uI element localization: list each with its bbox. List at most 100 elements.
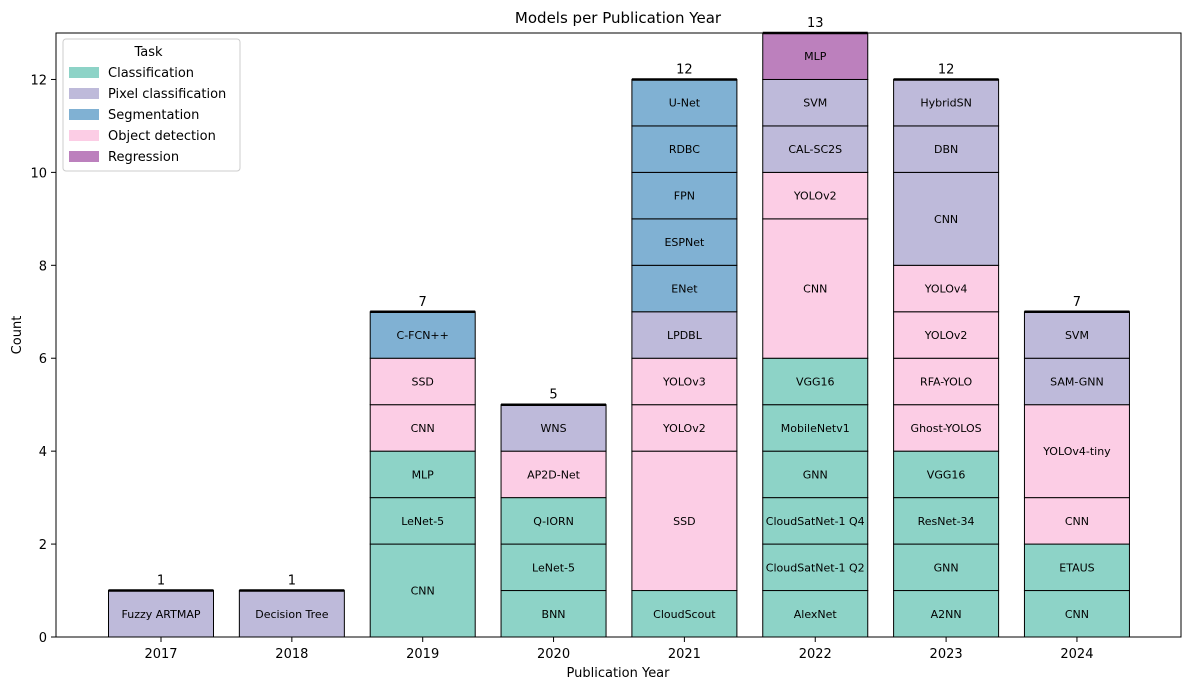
bar-segment-2024-yolov4-tiny (1023, 404, 1130, 499)
bar-segment-2023-yolov2 (893, 311, 1000, 359)
bar-segment-2021-yolov2 (631, 404, 738, 452)
bar-segment-2023-ghost-yolos (893, 404, 1000, 452)
bar-segment-2020-q-iorn (500, 497, 607, 545)
y-tick-label: 6 (39, 352, 47, 367)
bar-segment-2019-ssd (369, 357, 476, 406)
bar-segment-label: SVM (1065, 329, 1089, 342)
bar-segment-label: SVM (803, 97, 827, 110)
bar-segment-2022-alexnet (762, 590, 869, 638)
bar-segment-label: MLP (804, 50, 827, 63)
bar-segment-label: YOLOv4-tiny (1042, 445, 1111, 458)
bar-segment-2024-etaus (1023, 543, 1130, 592)
bar-segment-label: YOLOv4 (924, 283, 968, 296)
bar-segment-label: CNN (803, 283, 827, 296)
bar-total-label: 7 (419, 295, 427, 310)
bar-segment-label: BNN (542, 608, 566, 621)
x-tick-label: 2018 (275, 647, 308, 662)
legend-entry-regression: Regression (108, 150, 179, 165)
bar-segment-2022-svm (762, 78, 869, 127)
chart-title: Models per Publication Year (515, 9, 722, 27)
x-tick-label: 2017 (144, 647, 177, 662)
bar-segment-label: ESPNet (664, 236, 705, 249)
bar-segment-label: Q-IORN (533, 515, 574, 528)
bar-segment-2020-lenet-5 (500, 543, 607, 592)
bar-segment-label: FPN (674, 190, 695, 203)
bar-segment-label: SAM-GNN (1050, 375, 1104, 388)
y-axis-label: Count (10, 316, 25, 355)
bar-segment-label: ETAUS (1059, 561, 1094, 574)
bar-total-label: 13 (807, 16, 824, 31)
bar-segment-2023-a2nn (893, 590, 1000, 638)
x-tick-label: 2024 (1060, 647, 1093, 662)
bar-segment-2020-wns (500, 404, 607, 452)
legend: Task Classification Pixel classification Se… (62, 38, 241, 172)
bar-segment-2022-vgg16 (762, 357, 869, 406)
bar-segment-label: SSD (411, 375, 433, 388)
bar-segment-label: A2NN (931, 608, 962, 621)
y-tick-label: 8 (39, 259, 47, 274)
x-axis-label: Publication Year (567, 666, 671, 681)
bar-segment-2023-rfa-yolo (893, 357, 1000, 406)
bar-segment-2022-yolov2 (762, 171, 869, 220)
bar-segment-2022-cloudsatnet-1-q4 (762, 497, 869, 545)
legend-swatch-pixel-classification (69, 88, 99, 99)
legend-entry-pixel-classification: Pixel classification (108, 87, 226, 102)
bar-segment-label: CNN (934, 213, 958, 226)
bar-segment-label: CNN (411, 585, 435, 598)
bar-segment-2020-ap2d-net (500, 450, 607, 499)
legend-swatch-object-detection (69, 130, 99, 141)
bar-segment-2023-yolov4 (893, 264, 1000, 313)
bar-segment-label: Ghost-YOLOS (911, 422, 982, 435)
legend-swatch-regression (69, 151, 99, 162)
bar-segment-2023-hybridsn (893, 78, 1000, 127)
bar-segment-label: LPDBL (667, 329, 703, 342)
bar-total-label: 12 (938, 62, 955, 77)
bar-segment-label: CAL-SC2S (788, 143, 842, 156)
bar-segment-label: MLP (412, 468, 435, 481)
bar-segment-label: CloudScout (653, 608, 716, 621)
x-tick-label: 2022 (799, 647, 832, 662)
bar-segment-2023-vgg16 (893, 450, 1000, 499)
bar-segment-label: VGG16 (927, 468, 966, 481)
x-tick-label: 2019 (406, 647, 439, 662)
legend-entry-segmentation: Segmentation (108, 108, 199, 123)
y-tick-label: 12 (30, 73, 47, 88)
bar-segment-label: LeNet-5 (401, 515, 444, 528)
legend-swatch-classification (69, 67, 99, 78)
bar-segment-label: CNN (1065, 608, 1089, 621)
bar-segment-2022-mlp (762, 32, 869, 80)
plot-frame (55, 32, 1182, 638)
bar-segment-label: YOLOv3 (662, 375, 706, 388)
bar-segment-label: HybridSN (920, 97, 972, 110)
bar-segment-label: RFA-YOLO (920, 375, 972, 388)
bar-total-label: 12 (676, 62, 693, 77)
legend-title: Task (133, 45, 163, 60)
bar-segment-label: DBN (934, 143, 958, 156)
bar-segment-label: CloudSatNet-1 Q2 (766, 561, 865, 574)
bar-segment-2022-gnn (762, 450, 869, 499)
y-tick-label: 2 (39, 538, 47, 553)
legend-box (62, 38, 241, 172)
bar-segment-2023-dbn (893, 125, 1000, 173)
bar-segment-2021-rdbc (631, 125, 738, 173)
bar-segment-label: CNN (1065, 515, 1089, 528)
bar-segment-label: Decision Tree (255, 608, 328, 621)
bar-segment-2021-lpdbl (631, 311, 738, 359)
bar-segment-label: VGG16 (796, 375, 835, 388)
bar-segment-label: GNN (803, 468, 828, 481)
legend-entry-classification: Classification (108, 66, 194, 81)
x-tick-label: 2023 (930, 647, 963, 662)
bar-segment-2022-cal-sc2s (762, 125, 869, 173)
bar-total-label: 1 (157, 574, 165, 589)
x-tick-label: 2021 (668, 647, 701, 662)
y-tick-label: 0 (39, 631, 47, 646)
bar-segment-2023-resnet-34 (893, 497, 1000, 545)
bar-total-label: 1 (288, 574, 296, 589)
bar-segment-2017-fuzzy-artmap (108, 590, 214, 638)
bar-segment-label: YOLOv2 (662, 422, 706, 435)
bar-segment-2021-ssd (631, 450, 738, 592)
bar-segment-2021-enet (631, 264, 738, 313)
x-tick-label: 2020 (537, 647, 570, 662)
bar-segment-label: LeNet-5 (532, 561, 575, 574)
